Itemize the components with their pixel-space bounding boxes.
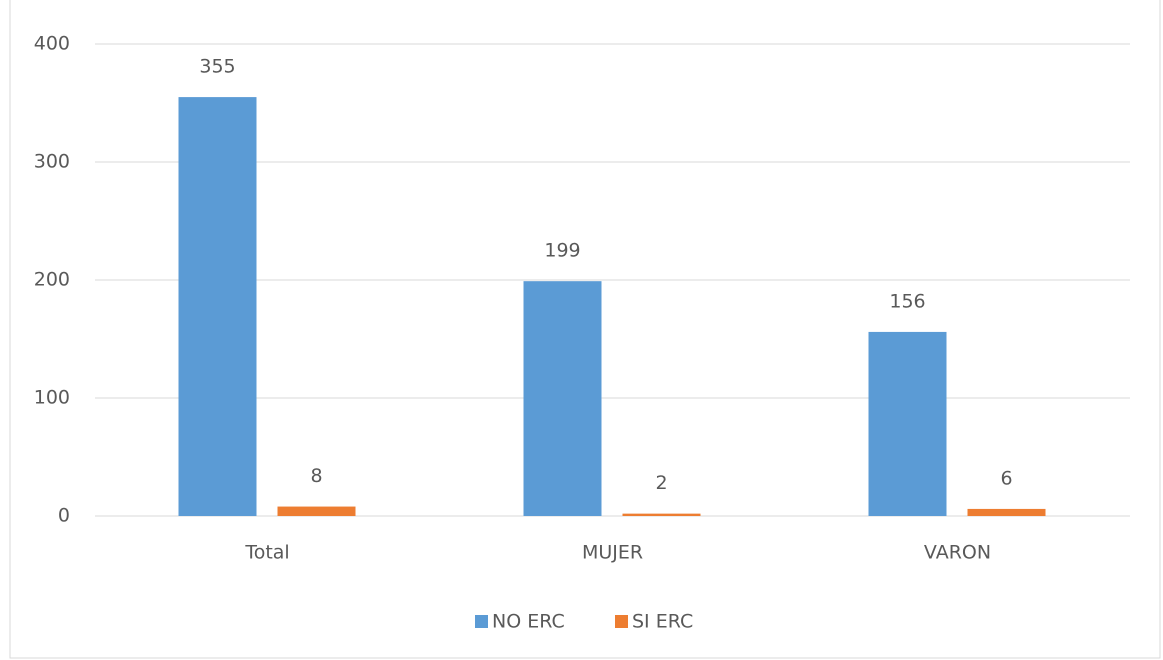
legend-swatch	[615, 615, 628, 628]
bar	[622, 513, 701, 516]
data-label: 6	[1000, 467, 1012, 489]
y-tick-label: 300	[34, 151, 70, 173]
legend-label: SI ERC	[632, 611, 693, 633]
x-tick-label: VARON	[924, 542, 991, 564]
y-tick-label: 200	[34, 269, 70, 291]
bar	[178, 97, 257, 516]
bar	[277, 506, 356, 516]
y-tick-label: 0	[58, 505, 70, 527]
data-label: 199	[544, 240, 580, 262]
x-tick-label: Total	[244, 542, 289, 564]
data-label: 8	[310, 465, 322, 487]
legend-swatch	[475, 615, 488, 628]
data-label: 355	[199, 56, 235, 78]
bar	[967, 508, 1046, 516]
legend-label: NO ERC	[492, 611, 565, 633]
data-label: 2	[655, 472, 667, 494]
bar	[868, 331, 947, 516]
y-tick-label: 400	[34, 33, 70, 55]
bar	[523, 281, 602, 516]
x-tick-label: MUJER	[582, 542, 643, 564]
data-label: 156	[889, 290, 925, 312]
y-tick-label: 100	[34, 387, 70, 409]
